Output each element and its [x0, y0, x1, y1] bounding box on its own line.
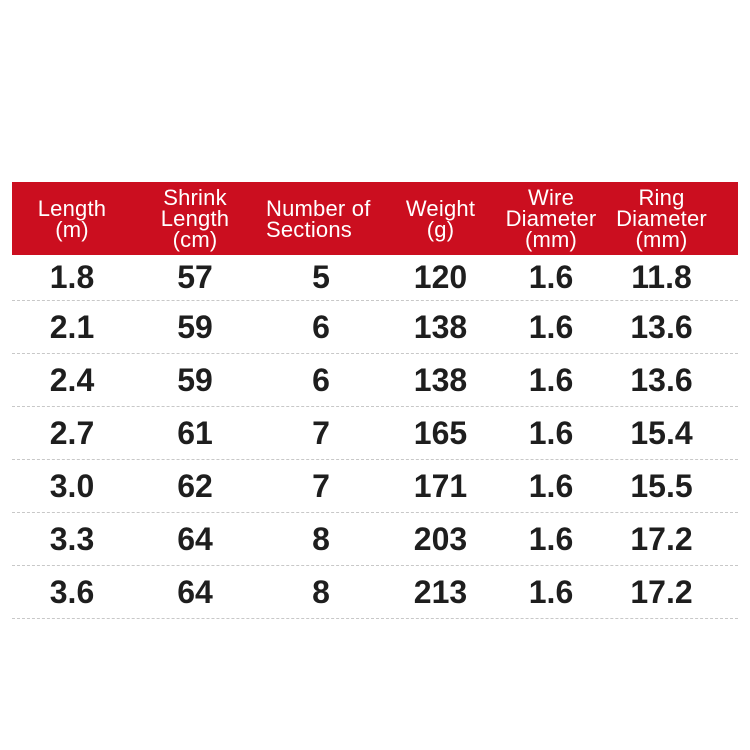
cell-wire-diameter: 1.6: [528, 308, 574, 345]
header-line: Shrink: [163, 185, 227, 210]
cell-sections: 5: [312, 259, 330, 295]
cell-ring-diameter: 17.2: [630, 573, 693, 610]
cell-length: 3.0: [49, 467, 95, 504]
header-line: Diameter: [616, 206, 707, 231]
cell-shrink-length: 62: [177, 467, 213, 504]
cell-length: 2.7: [49, 414, 95, 451]
cell-wire-diameter: 1.6: [528, 520, 574, 557]
table-row: 2.4 59 6 138 1.6 13.6: [12, 354, 738, 407]
table-row: 3.0 62 7 171 1.6 15.5: [12, 460, 738, 513]
cell-weight: 171: [413, 467, 468, 504]
cell-shrink-length: 57: [177, 259, 213, 295]
spec-table-body: 1.8 57 5 120 1.6 11.8 2.1 59 6 138 1.6 1…: [12, 255, 738, 619]
cell-sections: 6: [312, 308, 330, 345]
cell-length: 3.6: [49, 573, 95, 610]
cell-weight: 203: [413, 520, 468, 557]
cell-sections: 7: [312, 414, 330, 451]
header-line: Sections: [266, 216, 352, 242]
header-line: Wire: [527, 185, 574, 210]
header-cell-weight: Weight (g): [384, 182, 497, 255]
cell-shrink-length: 64: [177, 520, 213, 557]
header-cell-wire-diameter: Wire Diameter (mm): [497, 182, 605, 255]
cell-sections: 6: [312, 361, 330, 398]
cell-wire-diameter: 1.6: [528, 259, 574, 295]
cell-ring-diameter: 17.2: [630, 520, 693, 557]
table-row: 2.1 59 6 138 1.6 13.6: [12, 301, 738, 354]
cell-weight: 138: [413, 361, 468, 398]
cell-shrink-length: 61: [177, 414, 213, 451]
cell-sections: 8: [312, 520, 330, 557]
cell-weight: 165: [413, 414, 468, 451]
table-row: 3.6 64 8 213 1.6 17.2: [12, 566, 738, 619]
cell-weight: 213: [413, 573, 468, 610]
spec-table-header: Length (m) Shrink Length (cm) Number of …: [12, 182, 738, 255]
header-line: Number of: [266, 195, 371, 221]
cell-wire-diameter: 1.6: [528, 573, 574, 610]
table-row: 2.7 61 7 165 1.6 15.4: [12, 407, 738, 460]
cell-length: 2.4: [49, 361, 95, 398]
cell-length: 3.3: [49, 520, 95, 557]
header-line: (mm): [524, 227, 578, 252]
cell-weight: 120: [413, 259, 468, 295]
header-cell-length: Length (m): [12, 182, 132, 255]
cell-sections: 8: [312, 573, 330, 610]
header-cell-number-of-sections: Number of Sections: [258, 182, 384, 255]
cell-shrink-length: 59: [177, 308, 213, 345]
cell-shrink-length: 64: [177, 573, 213, 610]
cell-ring-diameter: 15.5: [630, 467, 693, 504]
header-line: (cm): [172, 227, 218, 252]
cell-ring-diameter: 13.6: [630, 361, 693, 398]
cell-ring-diameter: 11.8: [631, 259, 692, 295]
cell-length: 1.8: [49, 259, 95, 295]
header-line: Diameter: [505, 206, 597, 231]
table-row: 3.3 64 8 203 1.6 17.2: [12, 513, 738, 566]
cell-ring-diameter: 15.4: [630, 414, 693, 451]
cell-ring-diameter: 13.6: [630, 308, 693, 345]
header-line: (mm): [635, 227, 688, 252]
header-line: Ring: [638, 185, 685, 210]
table-row: 1.8 57 5 120 1.6 11.8: [12, 255, 738, 301]
cell-shrink-length: 59: [177, 361, 213, 398]
cell-wire-diameter: 1.6: [528, 467, 574, 504]
cell-weight: 138: [413, 308, 468, 345]
header-line: (m): [55, 216, 89, 242]
cell-sections: 7: [312, 467, 330, 504]
cell-length: 2.1: [49, 308, 95, 345]
header-line: (g): [426, 216, 455, 242]
header-line: Length: [37, 195, 107, 221]
header-cell-ring-diameter: Ring Diameter (mm): [605, 182, 738, 255]
header-line: Weight: [405, 195, 476, 221]
cell-wire-diameter: 1.6: [528, 361, 574, 398]
cell-wire-diameter: 1.6: [528, 414, 574, 451]
spec-table: Length (m) Shrink Length (cm) Number of …: [12, 182, 738, 619]
header-cell-shrink-length: Shrink Length (cm): [132, 182, 258, 255]
header-line: Length: [160, 206, 230, 231]
